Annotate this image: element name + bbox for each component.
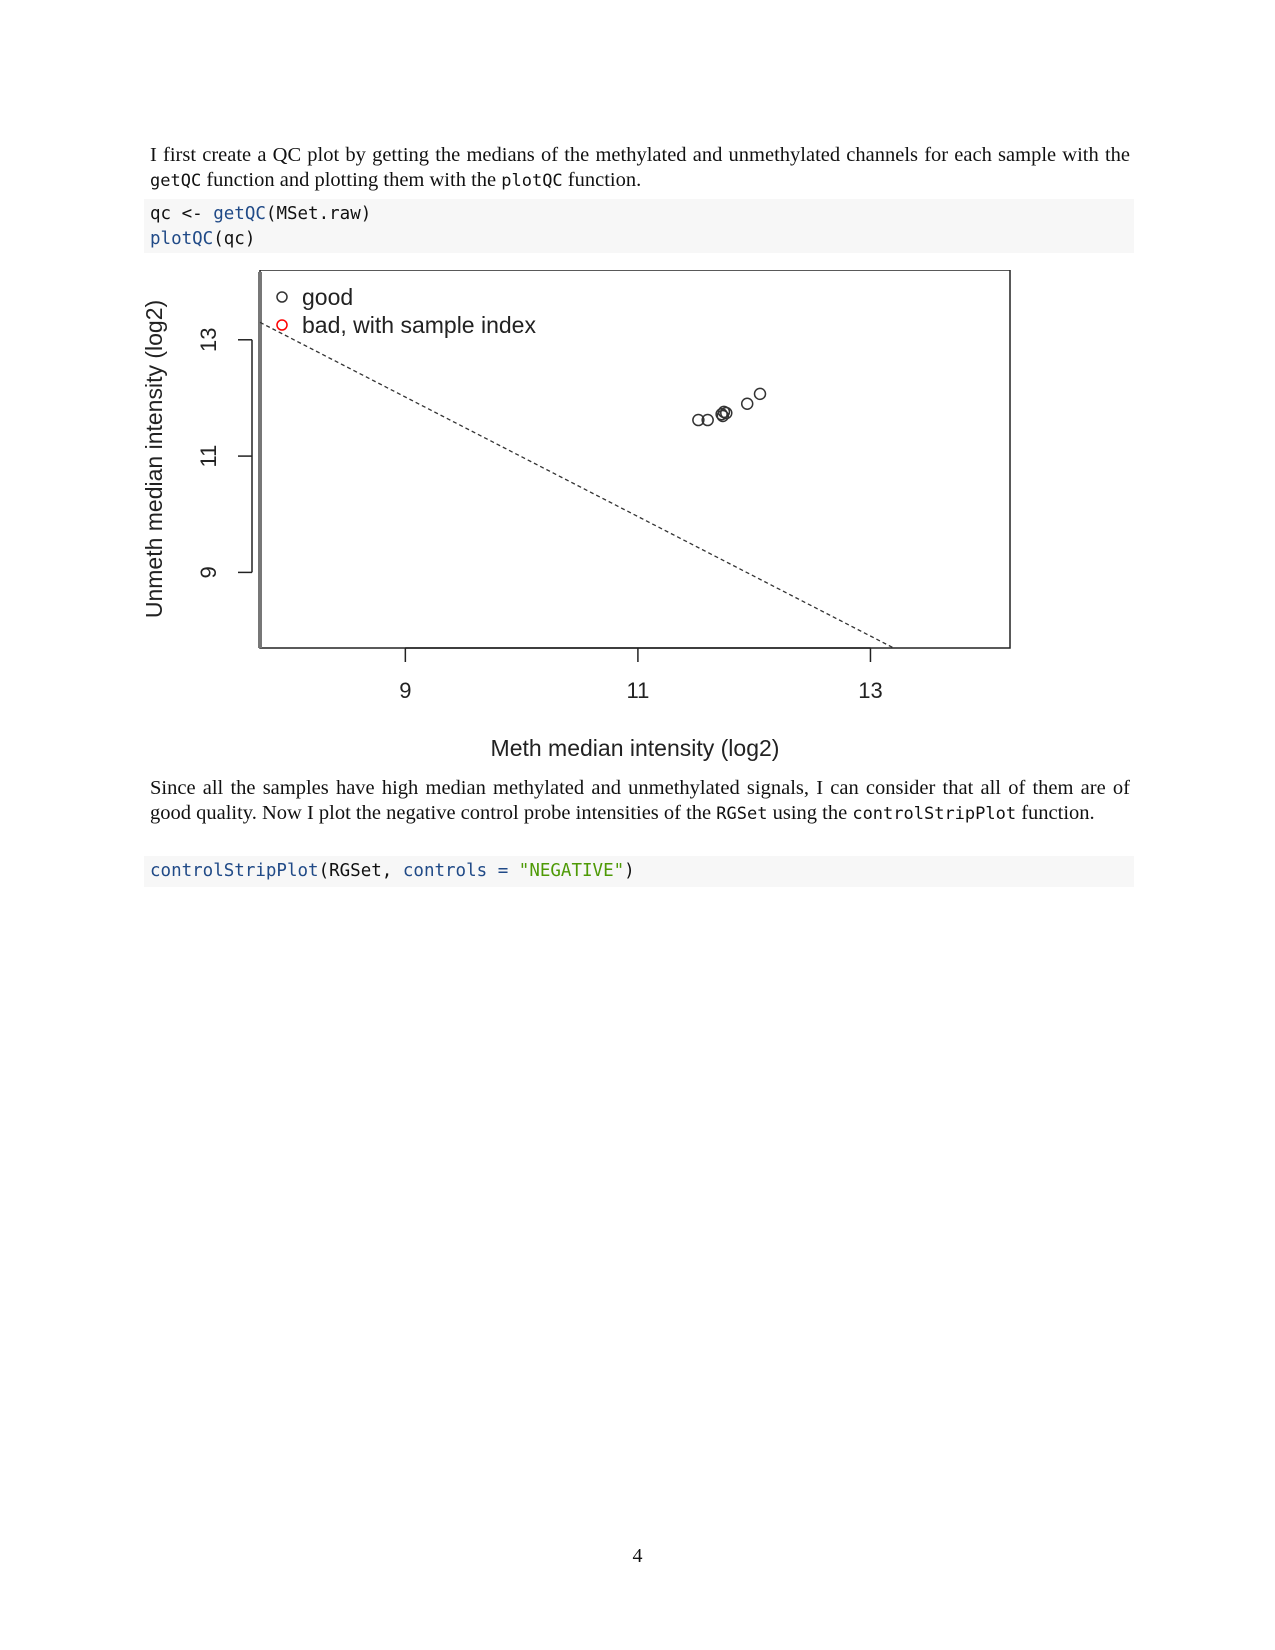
code-negative-string: "NEGATIVE" (518, 861, 625, 881)
code-getqc-call: getQC (213, 204, 266, 224)
legend-good-marker (276, 291, 288, 303)
plot-frame (259, 270, 1011, 649)
data-point (715, 407, 728, 421)
y-axis: 9 11 13 (196, 328, 253, 579)
y-tick-label: 13 (196, 328, 221, 352)
legend: good bad, with sample index (276, 284, 536, 338)
x-axis: 9 11 13 (399, 647, 883, 703)
code-close-paren: ) (624, 861, 635, 881)
intro-text-1: I first create a QC plot by getting the … (150, 144, 1130, 166)
quality-text-2: using the (767, 802, 853, 824)
code-qc-assign: qc <- (150, 204, 214, 224)
data-point (753, 387, 767, 401)
x-axis-title: Meth median intensity (log2) (491, 735, 780, 761)
code-open-args: (RGSet, (318, 861, 403, 881)
legend-good-label: good (302, 284, 353, 310)
code-getqc-args: (MSet.raw) (265, 204, 372, 224)
intro-paragraph: I first create a QC plot by getting the … (150, 143, 1130, 194)
data-point (716, 409, 730, 423)
plotqc-inline-code: plotQC (501, 171, 563, 191)
y-tick-label: 9 (196, 566, 221, 578)
data-point (740, 397, 754, 411)
data-point (701, 413, 714, 427)
quality-text-1: Since all the samples have high median m… (150, 777, 1130, 824)
rgset-inline-code: RGSet (716, 804, 768, 824)
getqc-inline-code: getQC (150, 171, 202, 191)
sample-points (692, 387, 767, 427)
legend-bad-marker (276, 319, 288, 331)
code-plotqc-call: plotQC (150, 229, 214, 249)
quality-paragraph: Since all the samples have high median m… (150, 776, 1130, 827)
code-equals: = (487, 861, 519, 881)
y-axis-title: Unmeth median intensity (log2) (141, 300, 167, 618)
x-tick-label: 13 (858, 678, 882, 703)
code-controlstripplot-call: controlStripPlot (150, 861, 319, 881)
legend-bad-label: bad, with sample index (302, 312, 536, 338)
x-tick-label: 11 (626, 678, 649, 703)
code-block-qc: qc <- getQC(MSet.raw) plotQC(qc) (144, 199, 1134, 253)
controlstripplot-inline-code: controlStripPlot (852, 804, 1017, 824)
intro-text-3: function. (562, 169, 642, 191)
code-block-controlstrip: controlStripPlot(RGSet, controls = "NEGA… (144, 856, 1134, 887)
intro-text-2: function and plotting them with the (201, 169, 502, 191)
code-plotqc-args: (qc) (213, 229, 256, 249)
y-tick-label: 11 (196, 445, 221, 468)
quality-text-3: function. (1016, 802, 1095, 824)
data-point (720, 406, 733, 420)
page-number: 4 (632, 1545, 643, 1567)
code-controls-arg: controls (402, 861, 488, 881)
x-tick-label: 9 (399, 678, 411, 703)
data-point (692, 413, 705, 427)
